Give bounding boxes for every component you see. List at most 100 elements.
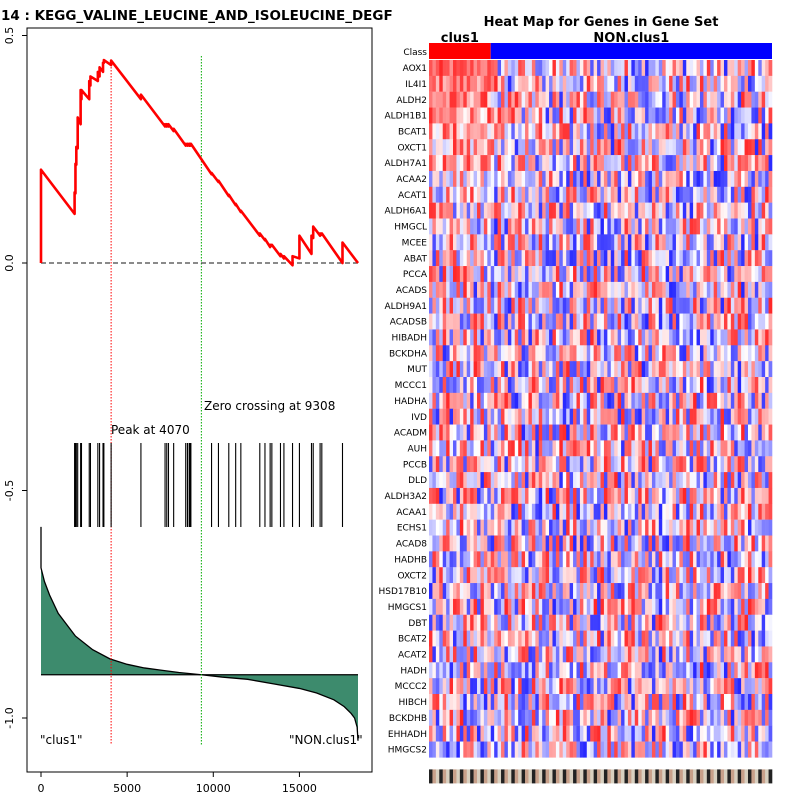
- heatmap-cell: [576, 234, 581, 251]
- heatmap-cell: [483, 297, 488, 314]
- heatmap-cell: [696, 503, 701, 520]
- heatmap-cell: [675, 456, 680, 473]
- heatmap-cell: [559, 741, 564, 758]
- heatmap-cell: [624, 678, 629, 695]
- heatmap-cell: [624, 281, 629, 298]
- heatmap-cell: [645, 139, 649, 156]
- heatmap-cell: [497, 250, 502, 267]
- heatmap-cell: [658, 139, 663, 156]
- heatmap-cell: [655, 440, 660, 457]
- heatmap-cell: [446, 250, 450, 267]
- heatmap-cell: [490, 218, 495, 235]
- heatmap-cell: [744, 583, 749, 600]
- heatmap-cell: [713, 408, 718, 425]
- heatmap-cell: [511, 503, 516, 520]
- heatmap-cell: [466, 392, 471, 409]
- heatmap-cell: [597, 646, 601, 663]
- heatmap-cell: [754, 456, 759, 473]
- heatmap-cell: [648, 202, 653, 219]
- heatmap-cell: [463, 139, 468, 156]
- heatmap-cell: [463, 598, 468, 615]
- heatmap-cell: [600, 250, 605, 267]
- heatmap-cell: [641, 472, 646, 489]
- heatmap-cell: [741, 234, 745, 251]
- heatmap-cell: [435, 345, 440, 362]
- heatmap-cell: [737, 218, 742, 235]
- heatmap-cell: [545, 91, 550, 108]
- heatmap-cell: [562, 662, 567, 679]
- heatmap-cell: [713, 646, 718, 663]
- heatmap-cell: [531, 694, 536, 711]
- heatmap-cell: [459, 472, 464, 489]
- heatmap-row: [429, 297, 773, 314]
- heatmap-cell: [655, 614, 660, 631]
- heatmap-cell: [720, 202, 725, 219]
- heatmap-cell: [744, 186, 749, 203]
- heatmap-color-key: [442, 769, 447, 784]
- heatmap-cell: [435, 725, 440, 742]
- heatmap-cell: [686, 424, 690, 441]
- heatmap-cell: [507, 408, 512, 425]
- heatmap-cell: [480, 662, 485, 679]
- heatmap-cell: [531, 551, 536, 568]
- heatmap-cell: [459, 91, 464, 108]
- heatmap-cell: [542, 345, 546, 362]
- heatmap-cell: [456, 535, 461, 552]
- heatmap-cell: [473, 519, 478, 536]
- heatmap-cell: [473, 472, 478, 489]
- heatmap-cell: [706, 107, 711, 124]
- heatmap-cell: [497, 456, 502, 473]
- heatmap-cell: [768, 440, 773, 457]
- heatmap-cell: [679, 170, 684, 187]
- heatmap-cell: [583, 472, 588, 489]
- heatmap-cell: [429, 503, 433, 520]
- heatmap-cell: [579, 392, 584, 409]
- heatmap-cell: [682, 297, 687, 314]
- heatmap-cell: [538, 567, 543, 584]
- heatmap-cell: [552, 218, 557, 235]
- heatmap-cell: [442, 440, 447, 457]
- heatmap-cell: [638, 281, 642, 298]
- heatmap-cell: [648, 345, 653, 362]
- heatmap-cell: [614, 377, 618, 394]
- heatmap-cell: [734, 91, 738, 108]
- heatmap-cell: [765, 202, 769, 219]
- heatmap-cell: [720, 345, 725, 362]
- heatmap-cell: [549, 266, 553, 283]
- heatmap-cell: [706, 297, 711, 314]
- heatmap-cell: [672, 218, 677, 235]
- heatmap-cell: [549, 75, 553, 92]
- heatmap-cell: [693, 662, 697, 679]
- heatmap-cell: [706, 567, 711, 584]
- heatmap-cell: [555, 408, 560, 425]
- heatmap-cell: [483, 472, 488, 489]
- heatmap-cell: [641, 567, 646, 584]
- heatmap-cell: [545, 139, 550, 156]
- heatmap-cell: [511, 91, 516, 108]
- heatmap-cell: [466, 266, 471, 283]
- heatmap-cell: [453, 313, 457, 330]
- heatmap-cell: [497, 741, 502, 758]
- heatmap-cell: [453, 709, 457, 726]
- heatmap-cell: [600, 313, 605, 330]
- heatmap-cell: [446, 218, 450, 235]
- heatmap-cell: [535, 202, 540, 219]
- heatmap-cell: [518, 567, 522, 584]
- heatmap-cell: [590, 472, 594, 489]
- heatmap-cell: [466, 408, 471, 425]
- heatmap-cell: [645, 503, 649, 520]
- heatmap-cell: [456, 551, 461, 568]
- heatmap-cell: [693, 503, 697, 520]
- heatmap-cell: [617, 567, 622, 584]
- heatmap-cell: [662, 424, 666, 441]
- heatmap-cell: [751, 361, 756, 378]
- heatmap-color-key: [607, 769, 612, 784]
- heatmap-cell: [744, 329, 749, 346]
- heatmap-cell: [734, 234, 738, 251]
- heatmap-cell: [593, 234, 598, 251]
- heatmap-cell: [470, 440, 474, 457]
- heatmap-cell: [593, 266, 598, 283]
- heatmap-cell: [727, 170, 732, 187]
- heatmap-cell: [645, 75, 649, 92]
- heatmap-cell: [552, 535, 557, 552]
